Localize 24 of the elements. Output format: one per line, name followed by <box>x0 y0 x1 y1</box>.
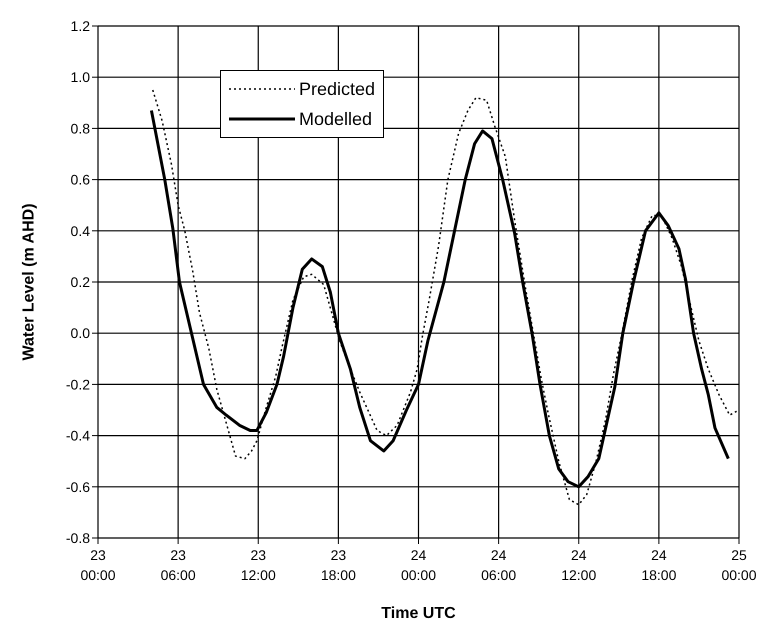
x-tick-label: 23 12:00 <box>240 547 276 583</box>
y-tick-label: 0.8 <box>70 120 90 136</box>
x-tick-label: 24 12:00 <box>561 547 596 583</box>
x-tick-label: 23 06:00 <box>160 547 196 583</box>
y-axis-title: Water Level (m AHD) <box>20 203 38 361</box>
y-tick-label: 0.4 <box>70 222 90 239</box>
x-tick-label: 24 06:00 <box>481 547 516 583</box>
y-tick-label: 0.0 <box>70 325 90 342</box>
x-axis-title: Time UTC <box>381 605 456 622</box>
y-tick-label: 0.6 <box>70 172 90 188</box>
y-tick-label: 1.2 <box>70 18 90 34</box>
x-tick-label: 24 00:00 <box>400 547 436 583</box>
legend-label: Modelled <box>299 108 372 130</box>
y-tick-label: 1.0 <box>70 69 90 86</box>
y-tick-label: -0.2 <box>66 376 90 392</box>
y-tick-label: 0.2 <box>70 274 90 290</box>
y-tick-label: -0.8 <box>66 530 90 546</box>
x-tick-label: 24 18:00 <box>641 547 677 583</box>
x-tick-label: 23 18:00 <box>320 547 356 583</box>
y-tick-label: -0.6 <box>66 478 90 495</box>
legend-label: Predicted <box>299 78 376 100</box>
x-tick-label: 25 00:00 <box>721 547 757 583</box>
x-tick-label: 23 00:00 <box>80 547 116 583</box>
y-tick-label: -0.4 <box>66 428 90 444</box>
